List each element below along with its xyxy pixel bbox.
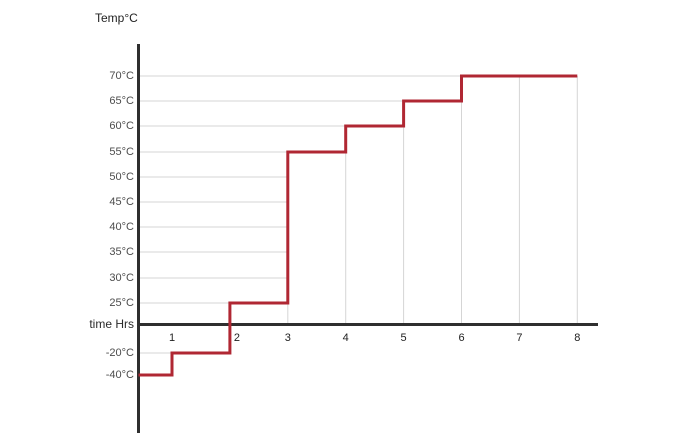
x-tick-label: 3 xyxy=(284,332,291,344)
y-tick-label: 25°C xyxy=(109,297,134,309)
y-tick-label: -20°C xyxy=(105,347,134,359)
x-tick-label: 5 xyxy=(400,332,407,344)
x-axis-title: time Hrs xyxy=(89,317,134,331)
y-tick-label: 40°C xyxy=(109,221,134,233)
y-tick-label: 55°C xyxy=(109,146,134,158)
x-tick-label: 8 xyxy=(574,332,581,344)
y-tick-label: 30°C xyxy=(109,272,134,284)
y-tick-label: 70°C xyxy=(109,70,134,82)
x-tick-label: 2 xyxy=(233,332,240,344)
y-tick-label: -40°C xyxy=(105,369,134,381)
x-tick-label: 7 xyxy=(516,332,523,344)
y-tick-label: 35°C xyxy=(109,246,134,258)
temperature-step-line xyxy=(138,74,578,377)
x-tick-label: 6 xyxy=(458,332,465,344)
y-tick-label: 60°C xyxy=(109,120,134,132)
y-tick-label: 65°C xyxy=(109,95,134,107)
y-axis-title: Temp°C xyxy=(95,11,138,25)
y-tick-label: 45°C xyxy=(109,196,134,208)
x-tick-label: 1 xyxy=(168,332,176,344)
y-tick-label: 50°C xyxy=(109,171,134,183)
x-tick-label: 4 xyxy=(342,332,349,344)
